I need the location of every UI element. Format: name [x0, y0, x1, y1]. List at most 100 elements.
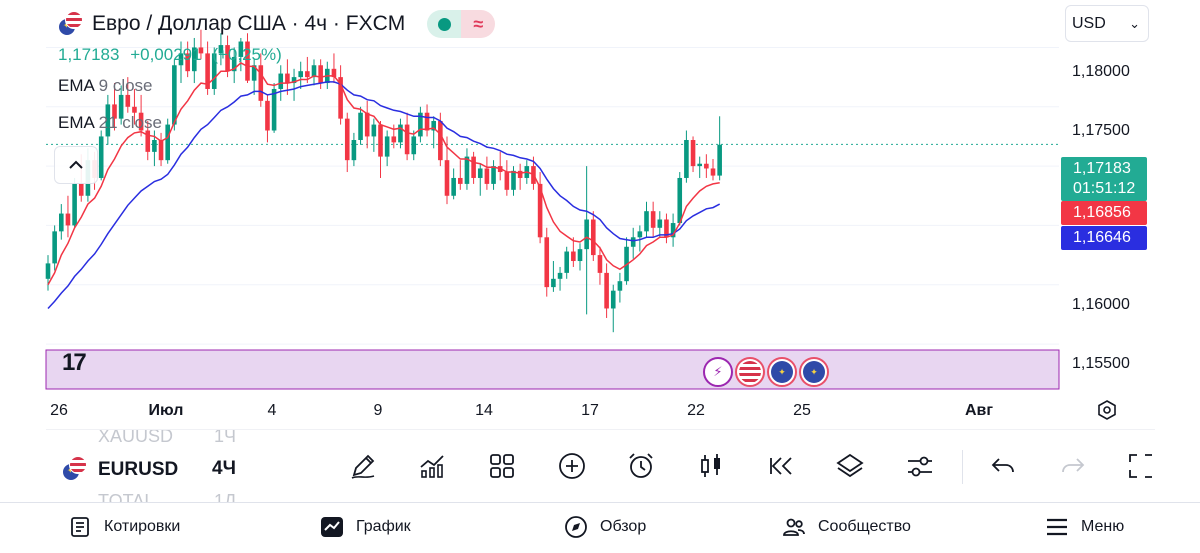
nav-overview[interactable]: Обзор — [564, 515, 646, 539]
quotes-icon — [71, 517, 89, 537]
candle-body — [298, 71, 303, 78]
redo-button[interactable] — [1056, 449, 1090, 483]
ema21-line — [47, 81, 721, 310]
undo-button[interactable] — [986, 449, 1020, 483]
candle-body — [404, 124, 410, 155]
candle-body — [451, 177, 456, 196]
candle-body — [45, 263, 51, 279]
price-chart[interactable] — [0, 0, 1200, 430]
candle-body — [118, 94, 124, 119]
nav-menu[interactable]: Меню — [1045, 515, 1124, 539]
watchlist-scroller[interactable]: XAUUSD 1Ч EURUSD 4Ч TOTAL 1Д — [62, 430, 262, 502]
candle-body — [52, 231, 57, 264]
candle-body — [491, 166, 496, 184]
currency-value: USD — [1072, 14, 1106, 32]
eu-event-icon[interactable]: ✦ — [799, 357, 829, 387]
object-tree-button[interactable] — [833, 449, 867, 483]
indicator-ema21-label[interactable]: EMA 21 close — [58, 113, 162, 133]
symbol-title[interactable]: Евро / Доллар США · 4ч · FXCM — [92, 12, 406, 35]
events-band — [45, 349, 1060, 390]
chart-icon — [321, 517, 343, 537]
nav-label: Меню — [1081, 518, 1125, 535]
nav-label: Сообщество — [818, 518, 911, 535]
indicators-button[interactable] — [415, 449, 449, 483]
chart-area[interactable]: Евро / Доллар США · 4ч · FXCM ≈ 1,17183 … — [0, 0, 1200, 430]
candle-body — [231, 56, 237, 72]
candles-icon — [701, 454, 720, 477]
candle-body — [125, 94, 131, 107]
candle-body — [677, 177, 683, 224]
candle-body — [664, 219, 669, 238]
y-tick: 1,16000 — [1072, 296, 1130, 313]
chart-settings-icon[interactable] — [1095, 399, 1119, 423]
watchlist-item-prev[interactable]: XAUUSD 1Ч — [98, 430, 236, 447]
candle-body — [684, 140, 689, 178]
watchlist-symbol: EURUSD — [98, 459, 179, 480]
candle-body — [378, 124, 383, 157]
candle-body — [431, 121, 436, 131]
candle-body — [185, 53, 190, 72]
candle-body — [98, 136, 104, 178]
candle-body — [78, 183, 84, 196]
candle-body — [537, 183, 543, 238]
candle-body — [597, 255, 603, 273]
watchlist-item-next[interactable]: TOTAL 1Д — [98, 491, 236, 502]
y-tick: 1,17500 — [1072, 122, 1130, 139]
economic-events[interactable]: ⚡ ✦ ✦ — [703, 357, 829, 387]
candle-body — [211, 53, 217, 89]
alert-button[interactable] — [624, 449, 658, 483]
candle-body — [145, 130, 151, 152]
candle-body — [251, 65, 257, 81]
candle-body — [710, 168, 716, 176]
candle-body — [305, 71, 310, 78]
replay-button[interactable] — [764, 449, 798, 483]
candle-body — [331, 68, 337, 78]
candle-body — [704, 163, 709, 169]
tradingview-logo[interactable]: 17 — [62, 349, 87, 376]
candle-body — [557, 272, 563, 279]
drawing-tools-button[interactable] — [346, 449, 380, 483]
market-status-pill[interactable]: ≈ — [427, 10, 496, 38]
lightning-icon[interactable]: ⚡ — [703, 357, 733, 387]
layers-icon — [836, 453, 864, 478]
candle-body — [364, 112, 370, 137]
chart-type-button[interactable] — [694, 449, 728, 483]
candle-body — [438, 121, 443, 161]
add-button[interactable] — [555, 449, 589, 483]
nav-quotes[interactable]: Котировки — [68, 515, 180, 539]
chart-settings-button[interactable] — [903, 449, 937, 483]
candle-body — [198, 47, 204, 54]
candle-body — [644, 211, 649, 232]
x-tick: 9 — [373, 402, 383, 419]
indicator-ema9-label[interactable]: EMA 9 close — [58, 76, 153, 96]
candle-body — [657, 219, 663, 228]
x-tick: 22 — [687, 402, 705, 419]
nav-label: График — [356, 518, 411, 535]
candle-body — [371, 124, 377, 137]
fullscreen-button[interactable] — [1124, 449, 1158, 483]
candle-body — [178, 53, 184, 66]
bar-countdown: 01:51:12 — [1073, 180, 1136, 197]
toolbar-divider — [962, 450, 963, 484]
x-tick: 26 — [50, 402, 68, 419]
candle-body — [690, 140, 696, 167]
candle-body — [610, 290, 616, 309]
nav-chart[interactable]: График — [320, 515, 411, 539]
x-tick: Авг — [964, 402, 994, 419]
watchlist-item-current[interactable]: EURUSD 4Ч — [62, 456, 236, 484]
layout-button[interactable] — [485, 449, 519, 483]
currency-select[interactable]: USD ⌄ — [1065, 5, 1149, 42]
last-price-tag: 1,17183 01:51:12 — [1061, 157, 1147, 201]
candle-body — [424, 112, 430, 131]
indicator-params: 9 close — [98, 76, 153, 95]
candle-body — [591, 219, 596, 256]
candle-body — [311, 65, 317, 78]
eu-event-icon[interactable]: ✦ — [767, 357, 797, 387]
nav-community[interactable]: Сообщество — [782, 515, 911, 539]
candle-body — [132, 106, 137, 113]
us-event-icon[interactable] — [735, 357, 765, 387]
y-tick: 1,18000 — [1072, 63, 1130, 80]
candle-body — [584, 219, 589, 250]
collapse-legend-button[interactable] — [54, 146, 98, 184]
chart-header[interactable]: Евро / Доллар США · 4ч · FXCM ≈ — [58, 10, 496, 38]
